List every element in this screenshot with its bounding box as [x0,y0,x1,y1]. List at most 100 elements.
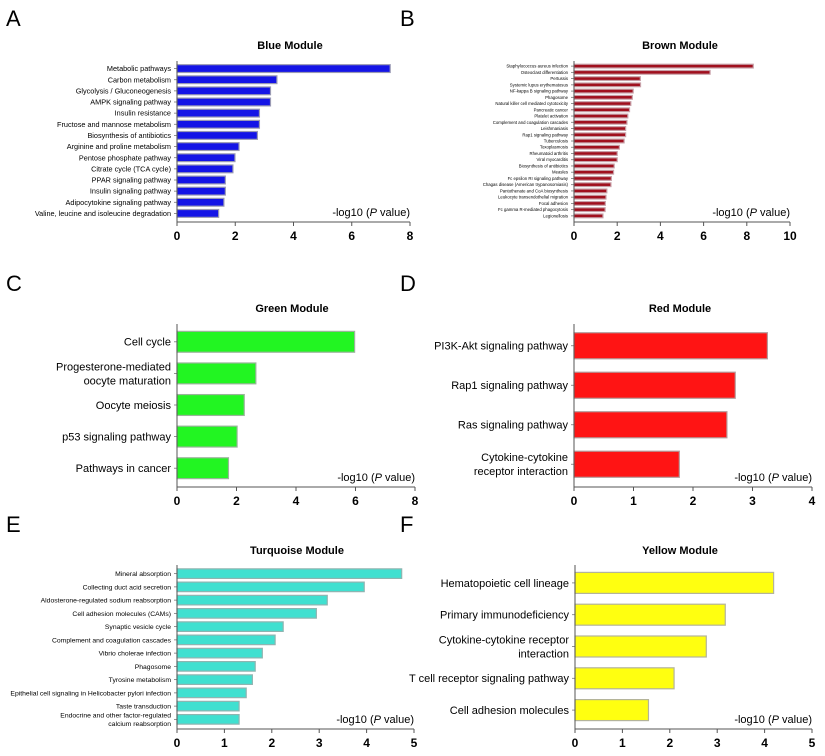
x-tick-label: 0 [174,494,181,508]
bar [176,581,365,593]
bar [176,457,230,480]
x-tick-label: 5 [809,736,816,750]
bar [573,182,612,188]
category-label: Pertussis [550,76,568,81]
category-label: Synaptic vesicle cycle [105,624,171,631]
bar [176,594,328,606]
panel-letter: D [400,271,416,296]
bar [573,76,641,82]
x-tick-label: 0 [174,229,181,243]
bar [176,75,278,85]
bar [176,362,257,385]
bar [573,144,620,150]
panel-c: C Green Module Cell cycle Progesterone-medi… [6,271,419,508]
panel-letter: E [6,512,21,537]
category-label: Leishmaniasis [541,126,568,131]
chart-title: Turquoise Module [250,545,344,557]
category-label: Carbon metabolism [108,75,171,84]
bar [573,371,736,399]
bar [176,393,245,417]
bar [573,163,615,169]
category-label: Platelet activation [534,114,568,119]
category-label: Fc gamma R-mediated phagocytosis [498,207,568,212]
bar [176,425,238,448]
bar [176,186,226,196]
x-axis-label: -log10 (P value) [712,207,790,219]
category-label: Rap1 signaling pathway [522,132,568,137]
category-label: Biosynthesis of antibiotics [519,163,568,168]
panel-b: B Brown Module Staphylococcus aureus infec… [400,6,797,243]
category-label: Endocrine and other factor-regulated calc… [60,713,171,729]
category-label: Focal adhesion [539,201,569,206]
bar [573,88,634,94]
x-axis-label: -log10 (P value) [332,207,410,219]
bar [573,450,680,478]
panel-letter: C [6,271,22,296]
category-label: Glycolysis / Gluconeogenesis [76,86,172,95]
x-tick-label: 3 [749,494,756,508]
bar [176,568,403,579]
category-label: Biosynthesis of antibiotics [87,131,171,140]
chart-title: Red Module [649,303,711,315]
category-label: Tuberculosis [544,139,568,144]
x-tick-label: 2 [232,229,239,243]
bar [573,175,612,181]
panel-letter: F [400,512,413,537]
x-tick-label: 10 [783,229,797,243]
category-label: p53 signaling pathway [62,431,171,443]
x-tick-label: 1 [221,736,228,750]
category-label: PI3K-Akt signaling pathway [434,341,568,353]
bar [176,674,253,685]
category-label: Cytokine-cytokine receptor interaction [439,634,570,660]
bar [176,208,220,218]
panel-e: E Turquoise Module Mineral absorption Colle… [6,512,418,750]
x-tick-label: 0 [571,229,578,243]
x-tick-label: 2 [666,736,673,750]
x-axis-label: -log10 (P value) [734,472,812,484]
category-label: Primary immunodeficiency [440,610,569,622]
category-label: Taste transduction [116,704,171,711]
category-label: T cell receptor signaling pathway [409,673,569,685]
category-label: Oocyte meiosis [96,400,172,412]
bar [176,97,272,107]
bar [573,169,615,175]
category-label: Phagosome [545,95,569,100]
category-label: Ras signaling pathway [458,420,569,432]
panel-letter: A [6,6,21,31]
bar [573,63,754,69]
category-label: Pantothenate and CoA biosynthesis [500,188,568,193]
bar [574,603,726,626]
bar [176,687,247,699]
x-axis-label: -log10 (P value) [337,472,415,484]
category-label: Osteoclast differentiation [521,70,569,75]
category-label: Insulin signaling pathway [90,187,171,196]
x-tick-label: 4 [293,494,300,508]
bar [573,188,608,194]
category-label: Hematopoietic cell lineage [441,578,569,590]
category-label: Collecting duct acid secretion [83,584,172,591]
bar [176,621,284,632]
bar [573,151,618,156]
bar [176,130,258,140]
category-label: Valine, leucine and isoleucine degradati… [35,209,171,218]
bar [573,132,627,138]
category-label: Fc epsilon RI signaling pathway [508,176,569,181]
bar [176,119,261,129]
x-tick-label: 4 [809,494,816,508]
category-label: Rheumatoid arthritis [530,151,568,156]
panel-f: F Yellow Module Hematopoietic cell lineage… [400,512,816,750]
category-label: Vibrio cholerae infection [99,651,172,658]
x-tick-label: 2 [268,736,275,750]
x-tick-label: 3 [714,736,721,750]
x-tick-label: 8 [412,494,419,508]
chart-title: Brown Module [642,40,718,52]
x-tick-label: 2 [690,494,697,508]
category-label: Systemic lupus erythematosus [510,82,568,87]
bar [573,69,711,75]
chart-title: Green Module [255,303,328,315]
chart-title: Yellow Module [642,545,718,557]
x-tick-label: 5 [411,736,418,750]
category-label: NF-kappa B signaling pathway [510,89,569,94]
bar [573,82,642,88]
x-tick-label: 4 [363,736,370,750]
